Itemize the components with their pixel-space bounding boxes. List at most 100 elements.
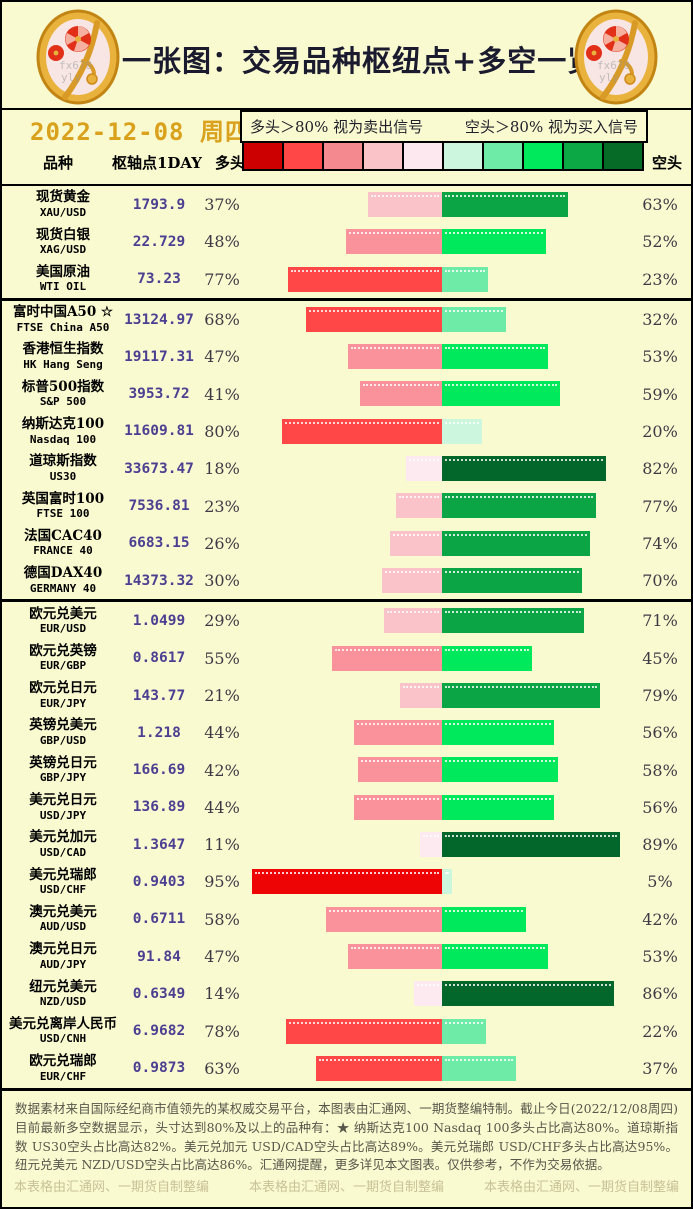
short-percent: 53%: [642, 947, 678, 967]
short-percent: 82%: [642, 459, 678, 479]
long-bar: [390, 530, 442, 556]
pivot-value: 11609.81: [124, 423, 194, 440]
table-row: 纽元兑美元 NZD/USD 0.6349 14% 86%: [2, 975, 691, 1012]
scale-swatch-0: [244, 143, 284, 169]
short-bar: [442, 645, 532, 671]
column-header-short: 空头: [651, 154, 682, 172]
short-percent: 56%: [642, 723, 678, 743]
instrument-code: NZD/USD: [39, 995, 87, 1009]
short-percent: 20%: [642, 421, 678, 441]
instrument-code: WTI OIL: [39, 280, 87, 294]
long-bar: [286, 1018, 442, 1044]
table-row: 现货黄金 XAU/USD 1793.9 37% 63%: [2, 186, 691, 223]
instrument-code: EUR/JPY: [39, 696, 87, 710]
long-signal-rule: 多头＞80% 视为卖出信号: [250, 118, 424, 136]
instrument-name: 美元兑离岸人民币: [9, 1015, 117, 1032]
instrument-table: 现货黄金 XAU/USD 1793.9 37% 63% 现货白银 XAG/USD…: [2, 186, 691, 1088]
short-bar: [442, 1055, 516, 1081]
long-percent: 18%: [204, 459, 240, 479]
table-row: 现货白银 XAG/USD 22.729 48% 52%: [2, 223, 691, 260]
short-bar: [442, 567, 582, 593]
pivot-value: 91.84: [137, 948, 181, 965]
long-bar: [420, 832, 442, 858]
long-percent: 78%: [204, 1021, 240, 1041]
instrument-name: 富时中国A50 ☆: [12, 304, 114, 321]
pivot-value: 13124.97: [124, 311, 194, 328]
instrument-name: 英镑兑美元: [29, 717, 97, 734]
instrument-code: FTSE 100: [36, 507, 90, 521]
table-row: 美元兑瑞郎 USD/CHF 0.9403 95% 5%: [2, 863, 691, 900]
instrument-cell: 欧元兑英镑 EUR/GBP: [6, 640, 120, 677]
table-row: 美国原油 WTI OIL 73.23 77% 23%: [2, 261, 691, 298]
pivot-value: 1.0499: [132, 612, 186, 629]
long-bar: [368, 192, 442, 217]
pivot-value: 19117.31: [124, 348, 194, 365]
scale-swatch-3: [364, 143, 404, 169]
column-header-instrument: 品种: [42, 154, 73, 172]
instrument-code: EUR/CHF: [39, 1069, 87, 1083]
long-bar: [348, 943, 442, 969]
instrument-name: 欧元兑瑞郎: [29, 1053, 97, 1070]
long-bar: [358, 757, 442, 783]
table-row: 英国富时100 FTSE 100 7536.81 23% 77%: [2, 487, 691, 524]
svg-text:yly: yly: [61, 71, 81, 84]
short-percent: 42%: [642, 909, 678, 929]
long-percent: 21%: [204, 686, 240, 705]
pivot-value: 0.6349: [132, 985, 186, 1002]
pivot-value: 1793.9: [132, 196, 186, 213]
long-bar: [414, 981, 442, 1007]
pivot-value: 0.6711: [132, 911, 186, 928]
table-row: 法国CAC40 FRANCE 40 6683.15 26% 74%: [2, 525, 691, 562]
date-label: 2022-12-08 周四: [30, 118, 250, 146]
instrument-code: XAG/USD: [39, 243, 87, 257]
long-percent: 42%: [204, 760, 240, 780]
table-row: 英镑兑日元 GBP/JPY 166.69 42% 58%: [2, 751, 691, 788]
long-bar: [406, 456, 442, 482]
column-header-row: 品种 枢轴点1DAY 多头 空头: [2, 141, 691, 186]
scale-swatch-8: [564, 143, 604, 169]
instrument-cell: 英镑兑日元 GBP/JPY: [6, 751, 120, 788]
table-row: 欧元兑日元 EUR/JPY 143.77 21% 79%: [2, 677, 691, 714]
instrument-name: 澳元兑美元: [29, 903, 97, 920]
instrument-cell: 现货黄金 XAU/USD: [6, 186, 120, 223]
instrument-code: USD/JPY: [39, 808, 87, 822]
short-bar: [442, 1018, 486, 1044]
short-percent: 32%: [642, 310, 678, 330]
long-bar: [348, 344, 442, 370]
short-bar: [442, 418, 482, 444]
instrument-name: 英镑兑日元: [29, 754, 97, 771]
instrument-name: 纽元兑美元: [29, 978, 97, 995]
long-percent: 80%: [204, 421, 240, 441]
instrument-name: 现货黄金: [36, 189, 90, 206]
long-percent: 47%: [204, 947, 240, 967]
short-percent: 74%: [642, 533, 678, 553]
column-header-long: 多头: [214, 154, 245, 172]
instrument-code: Nasdaq 100: [29, 432, 97, 446]
instrument-name: 法国CAC40: [24, 527, 102, 544]
long-percent: 68%: [204, 310, 240, 330]
svg-text:yly: yly: [599, 71, 619, 84]
svg-text:fx678: fx678: [59, 59, 92, 72]
table-row: 纳斯达克100 Nasdaq 100 11609.81 80% 20%: [2, 413, 691, 450]
instrument-cell: 法国CAC40 FRANCE 40: [6, 525, 120, 562]
short-bar: [442, 608, 584, 634]
pivot-value: 136.89: [132, 799, 186, 816]
long-bar: [360, 381, 442, 407]
short-bar: [442, 906, 526, 932]
long-percent: 77%: [204, 269, 240, 289]
long-percent: 23%: [204, 496, 240, 516]
scale-swatch-4: [404, 143, 444, 169]
title-section: fx678 yly 一张图：交易品种枢纽点+多空一览 fx678 yly: [2, 2, 691, 108]
table-row: 欧元兑英镑 EUR/GBP 0.8617 55% 45%: [2, 640, 691, 677]
short-percent: 5%: [647, 872, 673, 892]
scale-swatch-7: [524, 143, 564, 169]
long-percent: 48%: [204, 232, 240, 252]
table-row: 欧元兑美元 EUR/USD 1.0499 29% 71%: [2, 602, 691, 639]
table-row: 德国DAX40 GERMANY 40 14373.32 30% 70%: [2, 562, 691, 599]
instrument-cell: 纽元兑美元 NZD/USD: [6, 975, 120, 1012]
watermark: 本表格由汇通网、一期货自制整编: [483, 1180, 679, 1195]
table-row: 美元兑离岸人民币 USD/CNH 6.9682 78% 22%: [2, 1013, 691, 1050]
long-percent: 63%: [204, 1058, 240, 1078]
instrument-code: EUR/USD: [39, 622, 87, 636]
short-percent: 86%: [642, 984, 678, 1004]
